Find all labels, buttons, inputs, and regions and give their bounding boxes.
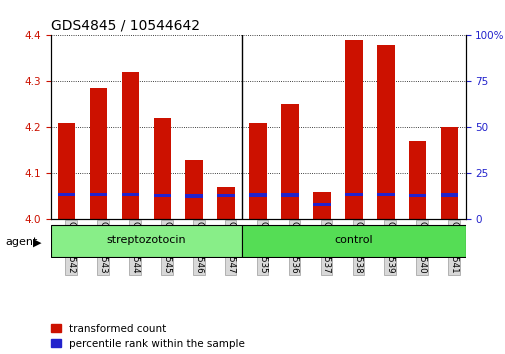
Bar — [408, 141, 426, 219]
Bar — [121, 193, 139, 196]
Text: GSM978539: GSM978539 — [385, 221, 394, 273]
Bar — [89, 88, 107, 219]
Bar — [281, 104, 298, 219]
Text: agent: agent — [5, 238, 37, 247]
Legend: transformed count, percentile rank within the sample: transformed count, percentile rank withi… — [50, 324, 245, 349]
Bar — [408, 194, 426, 197]
Text: GSM978547: GSM978547 — [226, 221, 235, 274]
Text: GSM978543: GSM978543 — [98, 221, 107, 274]
Text: streptozotocin: streptozotocin — [107, 235, 186, 245]
Bar — [313, 203, 330, 206]
Bar — [281, 194, 298, 197]
Bar — [249, 123, 266, 219]
Text: GSM978541: GSM978541 — [448, 221, 458, 274]
Text: control: control — [334, 235, 372, 245]
Bar — [217, 187, 234, 219]
Bar — [440, 194, 458, 197]
Text: GSM978538: GSM978538 — [353, 221, 362, 274]
Text: GDS4845 / 10544642: GDS4845 / 10544642 — [50, 19, 199, 33]
Text: GSM978535: GSM978535 — [258, 221, 267, 274]
Bar — [344, 40, 362, 219]
Bar — [185, 160, 203, 219]
Bar — [89, 193, 107, 196]
Text: GSM978546: GSM978546 — [194, 221, 203, 274]
Bar — [249, 194, 266, 197]
Bar — [121, 72, 139, 219]
Bar — [185, 194, 203, 198]
Text: GSM978545: GSM978545 — [162, 221, 171, 274]
Text: GSM978537: GSM978537 — [321, 221, 330, 274]
Text: GSM978540: GSM978540 — [417, 221, 426, 274]
Bar — [153, 118, 171, 219]
Bar — [344, 193, 362, 196]
Text: GSM978544: GSM978544 — [130, 221, 139, 274]
Text: ▶: ▶ — [33, 238, 41, 247]
Bar — [217, 194, 234, 197]
Text: GSM978536: GSM978536 — [289, 221, 298, 274]
Bar — [58, 123, 75, 219]
Text: GSM978542: GSM978542 — [67, 221, 75, 274]
Bar — [376, 45, 394, 219]
Bar — [50, 225, 241, 257]
Bar — [313, 192, 330, 219]
Bar — [58, 193, 75, 196]
Bar — [440, 127, 458, 219]
Bar — [153, 194, 171, 197]
Bar — [241, 225, 465, 257]
Bar — [376, 193, 394, 196]
